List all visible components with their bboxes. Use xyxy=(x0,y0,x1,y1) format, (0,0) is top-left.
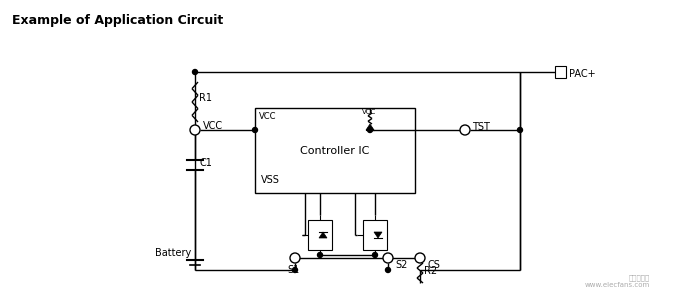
Text: CS: CS xyxy=(427,260,440,270)
Polygon shape xyxy=(366,124,374,130)
Text: TST: TST xyxy=(472,122,490,132)
Circle shape xyxy=(460,125,470,135)
Text: S1: S1 xyxy=(287,265,299,275)
Circle shape xyxy=(253,127,258,133)
Bar xyxy=(308,220,332,250)
Text: VCC: VCC xyxy=(259,112,276,121)
Circle shape xyxy=(385,267,390,273)
Text: VCC: VCC xyxy=(203,121,223,131)
Circle shape xyxy=(317,252,322,258)
Text: R2: R2 xyxy=(424,266,437,276)
Text: VCC: VCC xyxy=(362,109,376,115)
Circle shape xyxy=(368,127,372,133)
Text: VSS: VSS xyxy=(261,175,280,185)
Polygon shape xyxy=(374,232,382,238)
Circle shape xyxy=(290,253,300,263)
Text: S2: S2 xyxy=(395,260,407,270)
Bar xyxy=(363,220,387,250)
Circle shape xyxy=(190,125,200,135)
Text: R1: R1 xyxy=(199,93,212,103)
Circle shape xyxy=(192,69,197,75)
Text: Example of Application Circuit: Example of Application Circuit xyxy=(12,14,223,27)
Circle shape xyxy=(372,252,377,258)
Polygon shape xyxy=(319,232,327,238)
Circle shape xyxy=(293,267,297,273)
Circle shape xyxy=(383,253,393,263)
Bar xyxy=(555,66,566,78)
Bar xyxy=(255,108,415,193)
Text: 电子发烧友
www.elecfans.com: 电子发烧友 www.elecfans.com xyxy=(585,274,650,288)
Text: Controller IC: Controller IC xyxy=(300,146,370,156)
Circle shape xyxy=(517,127,523,133)
Text: PAC+: PAC+ xyxy=(569,69,596,79)
Text: Battery: Battery xyxy=(155,248,191,258)
Text: C1: C1 xyxy=(199,158,212,168)
Circle shape xyxy=(415,253,425,263)
